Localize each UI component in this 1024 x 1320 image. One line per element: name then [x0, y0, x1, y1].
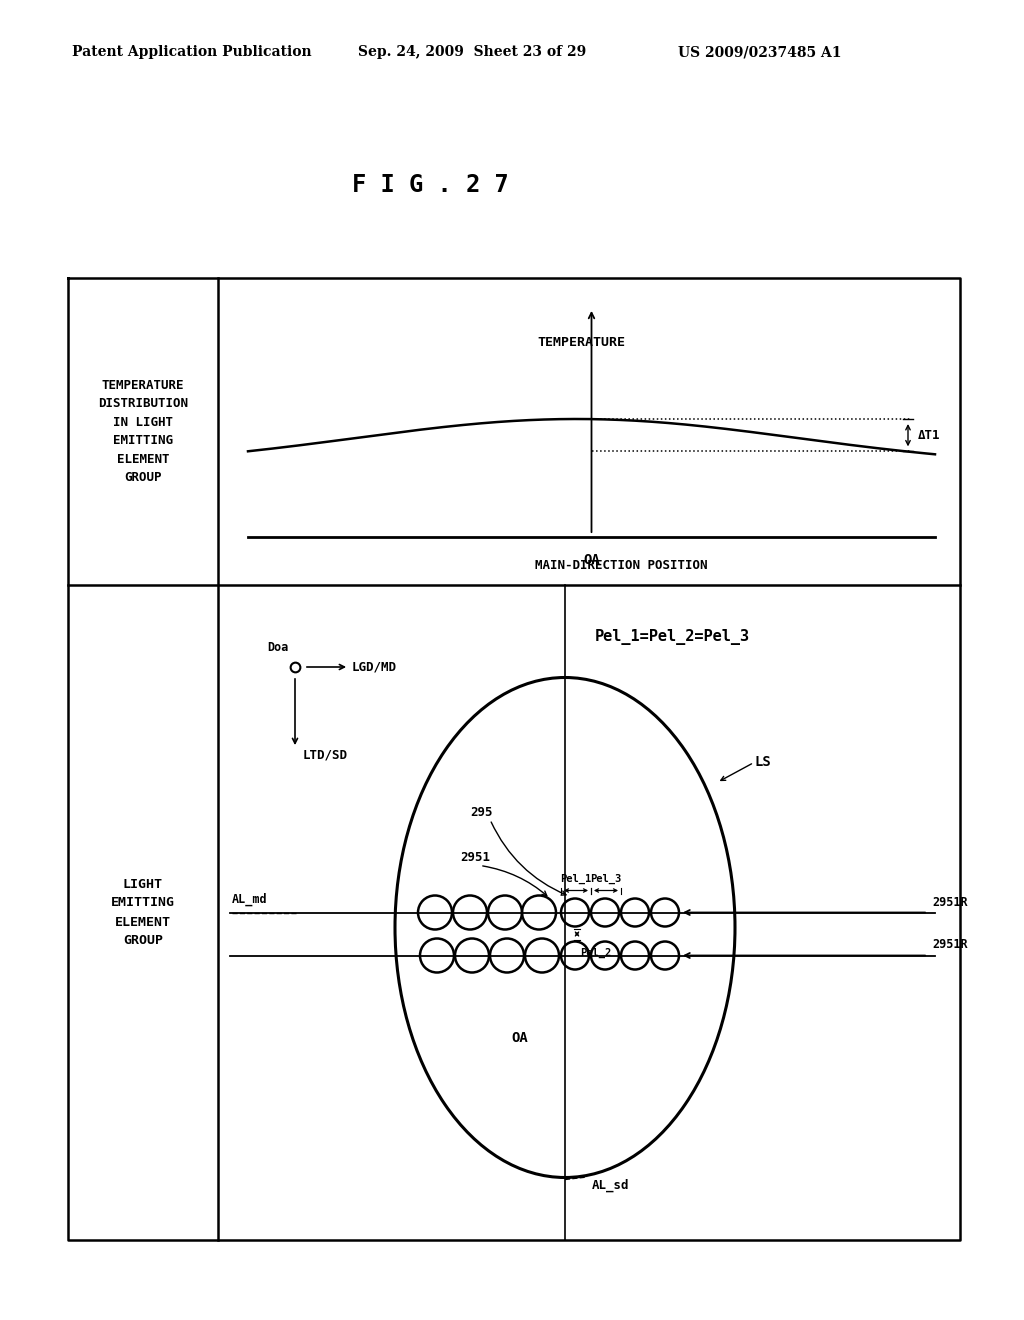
Text: 295: 295	[470, 807, 493, 818]
Text: Patent Application Publication: Patent Application Publication	[72, 45, 311, 59]
Text: MAIN-DIRECTION POSITION: MAIN-DIRECTION POSITION	[536, 558, 708, 572]
Text: AL_md: AL_md	[232, 892, 267, 906]
Text: LIGHT
EMITTING
ELEMENT
GROUP: LIGHT EMITTING ELEMENT GROUP	[111, 878, 175, 948]
Text: 2951R: 2951R	[932, 939, 968, 952]
Text: Pel_1: Pel_1	[560, 874, 592, 884]
Text: Sep. 24, 2009  Sheet 23 of 29: Sep. 24, 2009 Sheet 23 of 29	[358, 45, 587, 59]
Text: Pel_1=Pel_2=Pel_3: Pel_1=Pel_2=Pel_3	[595, 630, 751, 645]
Text: Pel_3: Pel_3	[591, 874, 622, 884]
Text: F I G . 2 7: F I G . 2 7	[351, 173, 508, 197]
Text: US 2009/0237485 A1: US 2009/0237485 A1	[678, 45, 842, 59]
Text: Pel_2: Pel_2	[580, 948, 611, 958]
Text: LGD/MD: LGD/MD	[352, 660, 397, 673]
Text: LS: LS	[755, 755, 772, 770]
Text: TEMPERATURE
DISTRIBUTION
IN LIGHT
EMITTING
ELEMENT
GROUP: TEMPERATURE DISTRIBUTION IN LIGHT EMITTI…	[98, 379, 188, 484]
Text: 2951R: 2951R	[932, 895, 968, 908]
Text: Doa: Doa	[267, 642, 289, 653]
Text: ΔT1: ΔT1	[918, 429, 940, 442]
Text: 2951: 2951	[460, 851, 490, 865]
Text: TEMPERATURE: TEMPERATURE	[538, 337, 626, 348]
Text: AL_sd: AL_sd	[592, 1179, 630, 1192]
Text: LTD/SD: LTD/SD	[303, 748, 348, 762]
Text: OA: OA	[583, 553, 600, 568]
Text: OA: OA	[512, 1031, 528, 1044]
